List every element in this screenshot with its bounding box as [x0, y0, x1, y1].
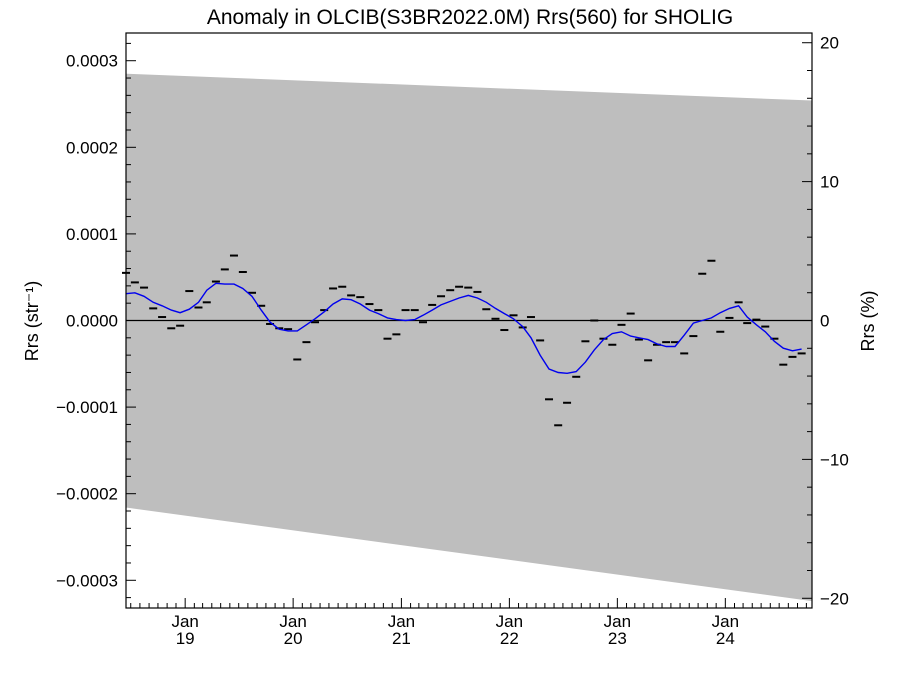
chart-title: Anomaly in OLCIB(S3BR2022.0M) Rrs(560) f… — [207, 6, 733, 29]
y2-tick-label: −10 — [820, 450, 849, 469]
smoothed-line-layer — [125, 282, 802, 375]
y2-axis-label: Rrs (%) — [858, 291, 878, 352]
y2-tick-label: 20 — [820, 34, 839, 53]
y2-tick-label: 0 — [820, 312, 829, 331]
x-tick-month-label: Jan — [712, 612, 739, 631]
x-tick-month-label: Jan — [279, 612, 306, 631]
x-tick-month-label: Jan — [604, 612, 631, 631]
y-tick-label: 0.0002 — [66, 138, 118, 157]
x-tick-year-label: 20 — [284, 629, 303, 648]
y2-tick-label: 10 — [820, 173, 839, 192]
smoothed-series-line — [125, 282, 802, 375]
y-tick-label: 0.0001 — [66, 225, 118, 244]
x-tick-year-label: 22 — [500, 629, 519, 648]
monthly-markers-layer — [122, 254, 806, 427]
y-axis-label: Rrs (str⁻¹) — [22, 281, 42, 361]
y-tick-label: 0.0003 — [66, 52, 118, 71]
x-tick-month-label: Jan — [171, 612, 198, 631]
x-tick-month-label: Jan — [388, 612, 415, 631]
y2-tick-label: −20 — [820, 589, 849, 608]
x-tick-year-label: 24 — [716, 629, 735, 648]
x-tick-year-label: 23 — [608, 629, 627, 648]
x-tick-month-label: Jan — [496, 612, 523, 631]
y-tick-label: −0.0001 — [56, 398, 118, 417]
range-band-layer — [126, 73, 812, 602]
range-band — [126, 73, 812, 602]
y-tick-label: −0.0003 — [56, 571, 118, 590]
axes-layer: 0.0003 0.0002 0.0001 0.0000 −0.0001 −0.0002 −0… — [56, 32, 849, 648]
y-tick-label: −0.0002 — [56, 485, 118, 504]
x-tick-year-label: 21 — [392, 629, 411, 648]
y-tick-label: 0.0000 — [66, 312, 118, 331]
x-tick-year-label: 19 — [176, 629, 195, 648]
